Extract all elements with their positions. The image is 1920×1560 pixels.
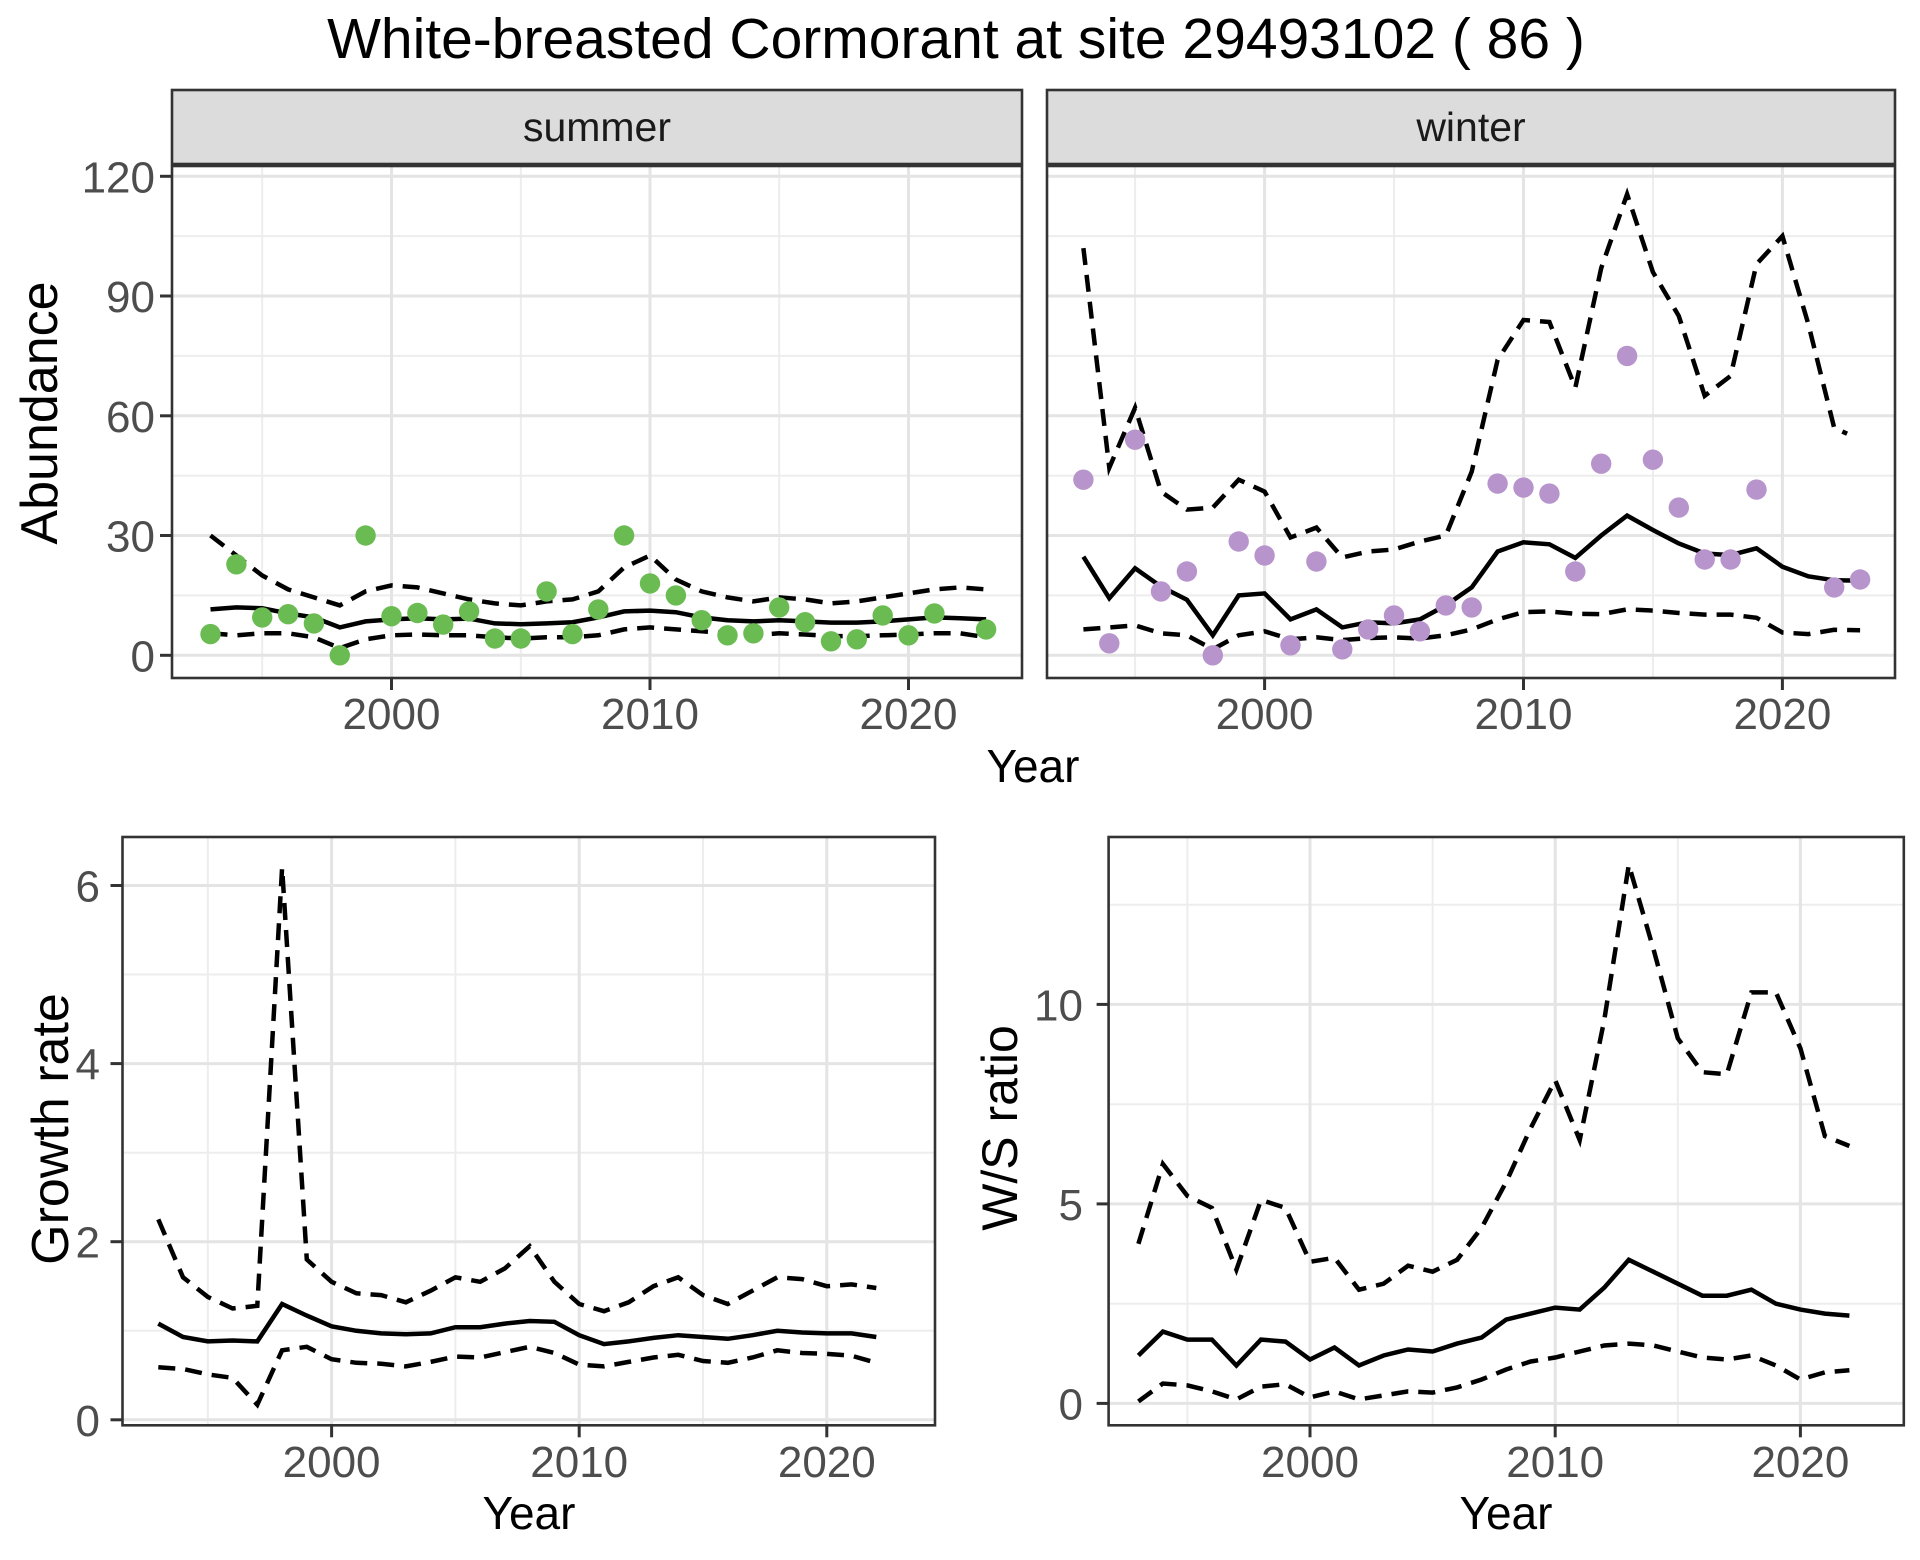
svg-text:summer: summer (523, 104, 671, 150)
svg-text:120: 120 (82, 153, 155, 202)
svg-text:Year: Year (987, 740, 1080, 792)
svg-text:Year: Year (1460, 1487, 1553, 1539)
svg-text:2020: 2020 (1751, 1438, 1849, 1487)
svg-text:2010: 2010 (601, 690, 699, 739)
svg-text:White-breasted Cormorant at si: White-breasted Cormorant at site 2949310… (327, 7, 1585, 71)
svg-text:winter: winter (1415, 104, 1525, 150)
svg-text:6: 6 (76, 863, 100, 912)
svg-text:5: 5 (1059, 1181, 1083, 1230)
svg-text:2020: 2020 (778, 1438, 876, 1487)
svg-text:2: 2 (76, 1219, 100, 1268)
svg-text:2020: 2020 (1733, 690, 1831, 739)
svg-text:2000: 2000 (1261, 1438, 1359, 1487)
svg-text:Year: Year (483, 1487, 576, 1539)
svg-text:30: 30 (106, 513, 155, 562)
svg-text:2010: 2010 (1475, 690, 1573, 739)
svg-text:Growth rate: Growth rate (22, 993, 80, 1265)
svg-text:2000: 2000 (283, 1438, 381, 1487)
svg-text:2020: 2020 (860, 690, 958, 739)
svg-text:0: 0 (131, 632, 155, 681)
svg-text:2000: 2000 (1216, 690, 1314, 739)
svg-text:2010: 2010 (530, 1438, 628, 1487)
svg-text:60: 60 (106, 393, 155, 442)
svg-text:0: 0 (1059, 1380, 1083, 1429)
svg-text:2000: 2000 (343, 690, 441, 739)
svg-text:4: 4 (76, 1041, 100, 1090)
svg-text:90: 90 (106, 273, 155, 322)
svg-text:0: 0 (76, 1397, 100, 1446)
svg-text:10: 10 (1034, 981, 1083, 1030)
svg-text:Abundance: Abundance (11, 281, 69, 544)
svg-text:2010: 2010 (1506, 1438, 1604, 1487)
svg-text:W/S ratio: W/S ratio (972, 1025, 1028, 1231)
